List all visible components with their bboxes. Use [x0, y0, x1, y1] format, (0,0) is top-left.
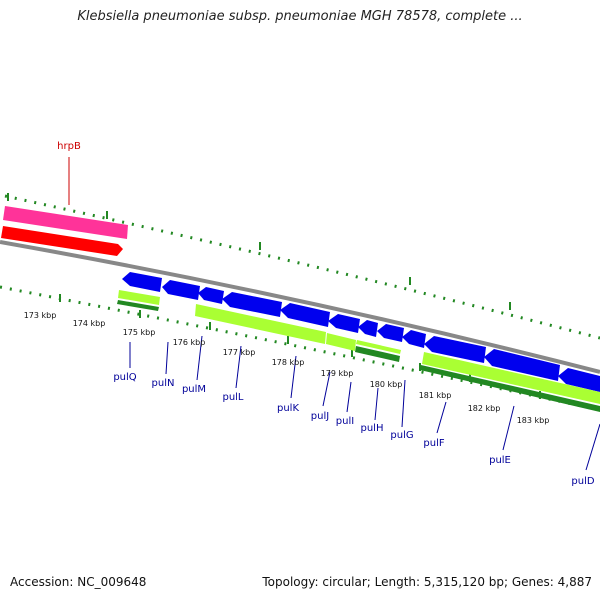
tick-label-175: 175 kbp	[123, 328, 156, 337]
genome-summary: Topology: circular; Length: 5,315,120 bp…	[262, 575, 592, 589]
gene-label-leaders	[129, 335, 600, 471]
tick-label-177: 177 kbp	[223, 348, 256, 357]
inner-gene-arrows	[122, 272, 600, 392]
pulF-cds-dark[interactable]	[420, 365, 600, 412]
map-title: Klebsiella pneumoniae subsp. pneumoniae …	[77, 9, 523, 24]
pulI-cds-dark[interactable]	[355, 346, 400, 362]
pulH-label: pulH	[361, 423, 384, 434]
pulM-label: pulM	[182, 384, 206, 395]
pulG-gene-arrow[interactable]	[402, 330, 426, 348]
pulK-gene-arrow[interactable]	[280, 303, 330, 327]
hrpB-label: hrpB	[57, 141, 81, 152]
kbp-tick-labels: 173 kbp 174 kbp 175 kbp 176 kbp 177 kbp …	[24, 311, 550, 425]
pulE-gene-arrow[interactable]	[484, 349, 560, 381]
pulD-label: pulD	[571, 476, 594, 487]
pulI-cds-light[interactable]	[356, 340, 401, 354]
pulK-label: pulK	[277, 403, 299, 414]
pulF-cds-light[interactable]	[422, 352, 600, 404]
tick-label-176: 176 kbp	[173, 338, 206, 347]
pulJ-label: pulJ	[311, 411, 329, 422]
gene-labels: pulQ pulN pulM pulL pulK pulJ pulI pulH …	[113, 372, 595, 487]
genome-backbone	[0, 240, 600, 374]
pulM-gene-arrow[interactable]	[198, 287, 224, 304]
tick-label-178: 178 kbp	[272, 358, 305, 367]
pulQ-cds-dark[interactable]	[117, 300, 159, 311]
pulQ-label: pulQ	[113, 372, 136, 383]
tick-label-181: 181 kbp	[419, 391, 452, 400]
accession-label: Accession: NC_009648	[10, 575, 147, 589]
pulG-label: pulG	[390, 430, 413, 441]
pulL-label: pulL	[222, 392, 243, 403]
tick-label-174: 174 kbp	[73, 319, 106, 328]
hrpB-cds-feature[interactable]	[1, 226, 123, 256]
pulH-gene-arrow[interactable]	[377, 324, 404, 342]
pulQ-gene-arrow[interactable]	[122, 272, 162, 292]
tick-label-173: 173 kbp	[24, 311, 57, 320]
pulN-label: pulN	[152, 378, 175, 389]
pulJ-gene-arrow[interactable]	[328, 314, 360, 333]
pulL-cds-light[interactable]	[195, 304, 326, 344]
tick-label-182: 182 kbp	[468, 404, 501, 413]
hrpB-gene-feature[interactable]	[3, 206, 128, 239]
pulI-label: pulI	[336, 416, 354, 427]
tick-label-179: 179 kbp	[321, 369, 354, 378]
inner-cds-features	[117, 290, 600, 412]
pulJ-cds-light[interactable]	[326, 333, 356, 351]
tick-label-180: 180 kbp	[370, 380, 403, 389]
tick-label-183: 183 kbp	[517, 416, 550, 425]
pulF-label: pulF	[423, 438, 444, 449]
pulF-gene-arrow[interactable]	[424, 336, 486, 363]
pulN-gene-arrow[interactable]	[162, 280, 200, 300]
pulD-gene-arrow[interactable]	[558, 368, 600, 392]
pulE-label: pulE	[489, 455, 511, 466]
pulI-gene-arrow[interactable]	[358, 320, 378, 337]
pulQ-cds-light[interactable]	[118, 290, 160, 305]
pulL-gene-arrow[interactable]	[222, 292, 282, 317]
